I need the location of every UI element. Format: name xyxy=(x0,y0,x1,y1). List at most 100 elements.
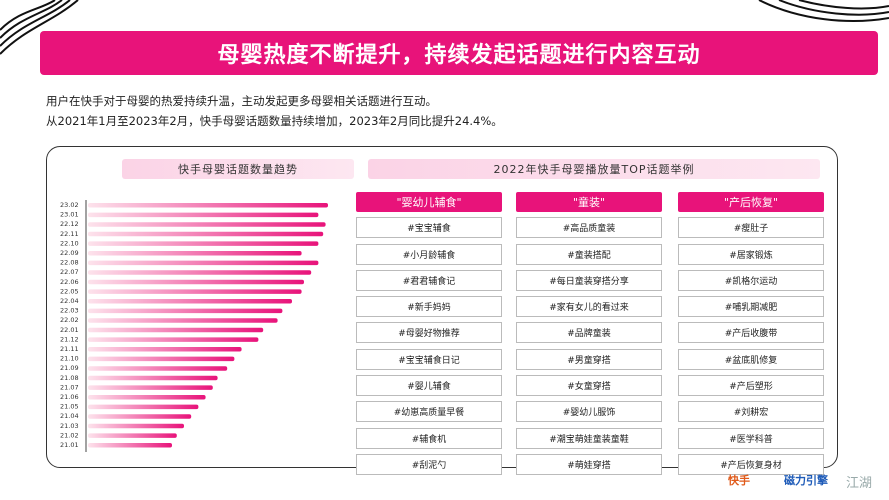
topic-tag: #家有女儿的看过来 xyxy=(516,296,662,318)
bar xyxy=(88,212,319,218)
topic-tag: #医学科普 xyxy=(678,427,824,449)
topic-tag: #高品质童装 xyxy=(516,217,662,239)
bar xyxy=(88,289,302,294)
topic-tag: #婴儿辅食 xyxy=(356,375,502,397)
bar-label: 22.06 xyxy=(60,278,79,286)
topics-heading: 2022年快手母婴播放量TOP话题举例 xyxy=(368,159,820,179)
bar-label: 21.02 xyxy=(60,431,79,439)
topic-tag: #凯格尔运动 xyxy=(678,269,824,291)
bar-label: 21.11 xyxy=(60,345,79,353)
bar xyxy=(88,260,319,266)
bar-label: 21.12 xyxy=(60,335,79,343)
topic-tag: #哺乳期减肥 xyxy=(678,296,824,318)
bar-label: 22.09 xyxy=(60,249,79,257)
kuaishou-logo-text: 快手 xyxy=(728,474,750,487)
watermark-text: 江湖 xyxy=(846,476,873,491)
bar-label: 21.09 xyxy=(60,364,79,372)
bar-label: 21.08 xyxy=(60,374,79,382)
topic-column-kids-clothing: "童装" #高品质童装 #童装搭配 #每日童装穿搭分享 #家有女儿的看过来 #品牌童装 #… xyxy=(516,192,662,475)
bar-label: 23.02 xyxy=(60,201,79,209)
topic-tag: #男童穿搭 xyxy=(516,348,662,370)
topic-column-infant-food: "婴幼儿辅食" #宝宝辅食 #小月龄辅食 #君君辅食记 #新手妈妈 #母婴好物推荐 #宝宝… xyxy=(356,192,502,475)
bar xyxy=(88,395,206,400)
bar xyxy=(88,203,328,208)
bar-label: 21.03 xyxy=(60,422,79,430)
bar xyxy=(88,443,172,448)
topic-tag: #每日童装穿搭分享 xyxy=(516,269,662,291)
corner-decoration-right xyxy=(758,0,889,22)
bar xyxy=(88,241,319,246)
topic-tag: #新手妈妈 xyxy=(356,296,502,318)
bar-label: 22.05 xyxy=(60,287,79,295)
intro-line-1: 用户在快手对于母婴的热爱持续升温，主动发起更多母婴相关话题进行互动。 xyxy=(46,94,437,108)
bar xyxy=(88,385,213,390)
bar-label: 21.07 xyxy=(60,383,79,391)
topic-tag: #宝宝辅食 xyxy=(356,217,502,239)
bar-label: 22.04 xyxy=(60,297,79,305)
topic-tag: #萌娃穿搭 xyxy=(516,453,662,475)
bar-label: 23.01 xyxy=(60,211,79,219)
corner-decoration-left xyxy=(0,0,79,55)
bar-label: 22.07 xyxy=(60,268,79,276)
bar xyxy=(88,308,283,314)
topic-tag: #辅食机 xyxy=(356,427,502,449)
topic-tag: #母婴好物推荐 xyxy=(356,322,502,344)
bar xyxy=(88,222,326,227)
topic-tag: #盆底肌修复 xyxy=(678,348,824,370)
bar-label: 22.03 xyxy=(60,307,79,315)
topic-tag: #宝宝辅食日记 xyxy=(356,348,502,370)
column-header: "婴幼儿辅食" xyxy=(356,192,502,212)
topic-tag: #产后塑形 xyxy=(678,375,824,397)
bar xyxy=(88,318,278,323)
topic-tag: #产后恢复身材 xyxy=(678,453,824,475)
column-header: "童装" xyxy=(516,192,662,212)
bar xyxy=(88,414,192,419)
bar-label: 21.10 xyxy=(60,355,79,363)
magnetic-engine-logo-text: 磁力引擎 xyxy=(784,474,828,487)
topic-tag: #产后收腹带 xyxy=(678,322,824,344)
intro-line-2: 从2021年1月至2023年2月，快手母婴话题数量持续增加，2023年2月同比提… xyxy=(46,114,503,128)
watermark: 江湖 xyxy=(846,472,872,491)
bar-label: 22.08 xyxy=(60,259,79,267)
bar xyxy=(88,423,184,429)
topic-tag: #女童穿搭 xyxy=(516,375,662,397)
bar-label: 22.01 xyxy=(60,326,79,334)
bar-label: 22.12 xyxy=(60,220,79,228)
topic-tag: #幼崽高质量早餐 xyxy=(356,401,502,423)
column-header: "产后恢复" xyxy=(678,192,824,212)
topic-tag: #小月龄辅食 xyxy=(356,243,502,265)
bar-label: 21.05 xyxy=(60,403,79,411)
topic-tag: #刘耕宏 xyxy=(678,401,824,423)
bar-label: 21.06 xyxy=(60,393,79,401)
page-title-banner: 母婴热度不断提升，持续发起话题进行内容互动 xyxy=(40,31,878,75)
page-title: 母婴热度不断提升，持续发起话题进行内容互动 xyxy=(217,43,701,68)
kuaishou-logo: 快手 xyxy=(728,472,750,488)
bar xyxy=(88,299,292,304)
topic-tag: #君君辅食记 xyxy=(356,269,502,291)
bar-label: 21.04 xyxy=(60,412,79,420)
topic-tag: #童装搭配 xyxy=(516,243,662,265)
chart-heading: 快手母婴话题数量趋势 xyxy=(122,159,354,179)
topic-tag: #潮宝萌娃童装童鞋 xyxy=(516,427,662,449)
bar xyxy=(88,327,264,333)
bar-label: 21.01 xyxy=(60,441,79,449)
magnetic-engine-logo: 磁力引擎 xyxy=(784,472,828,488)
bar-label: 22.02 xyxy=(60,316,79,324)
topic-column-postpartum: "产后恢复" #瘦肚子 #居家锻炼 #凯格尔运动 #哺乳期减肥 #产后收腹带 #盆底肌修复… xyxy=(678,192,824,475)
bar xyxy=(88,404,199,410)
bar xyxy=(88,347,242,352)
bar-label: 22.10 xyxy=(60,239,79,247)
bar xyxy=(88,366,228,371)
bar xyxy=(88,356,235,362)
bar xyxy=(88,231,324,237)
topic-tag: #婴幼儿服饰 xyxy=(516,401,662,423)
topic-tag: #居家锻炼 xyxy=(678,243,824,265)
bar xyxy=(88,270,312,275)
topic-tag: #刮泥勺 xyxy=(356,453,502,475)
bar xyxy=(88,337,259,342)
bar-label: 22.11 xyxy=(60,230,79,238)
topic-tag: #品牌童装 xyxy=(516,322,662,344)
bar xyxy=(88,251,302,256)
bar xyxy=(88,279,304,285)
